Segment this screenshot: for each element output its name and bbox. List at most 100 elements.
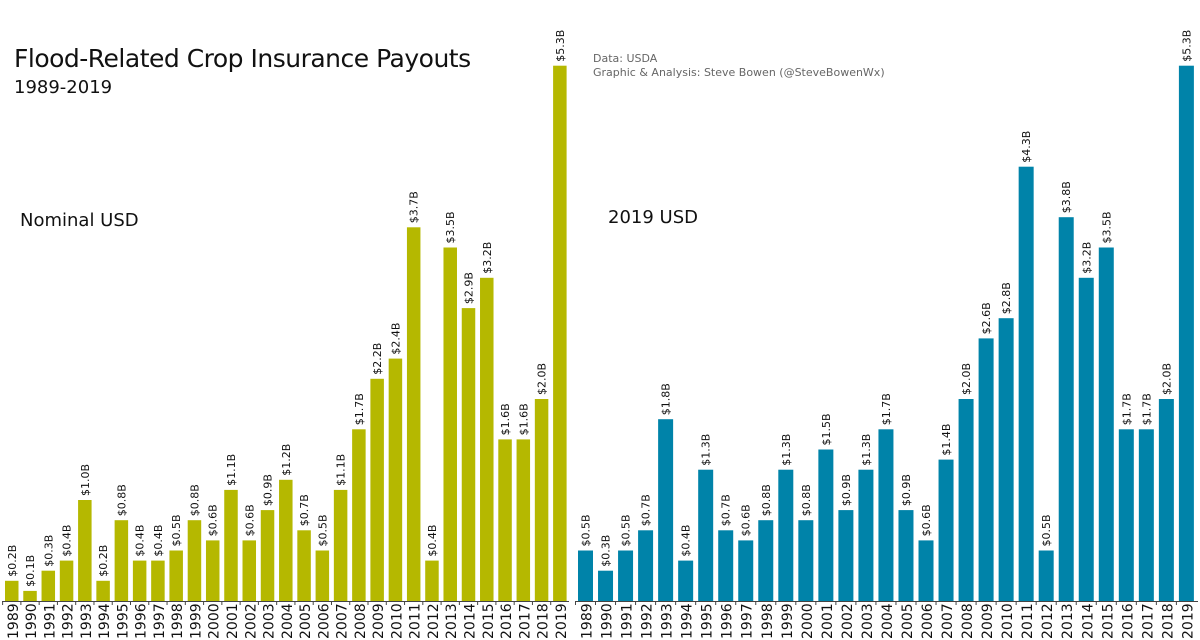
bar-2009 xyxy=(370,378,384,601)
data-label: $2.0B xyxy=(536,363,549,395)
bar-2018 xyxy=(1158,399,1174,601)
data-label: $2.8B xyxy=(1000,282,1013,314)
data-label: $0.8B xyxy=(188,484,201,516)
x-tick-label: 2003 xyxy=(262,603,278,639)
data-label: $1.6B xyxy=(517,403,530,435)
data-label: $3.5B xyxy=(444,211,457,243)
x-tick-label: 2014 xyxy=(1080,603,1096,639)
data-label: $0.8B xyxy=(760,484,773,516)
bar-1997 xyxy=(151,560,165,601)
data-label: $0.9B xyxy=(900,474,913,506)
bar-2017 xyxy=(1138,429,1154,601)
data-label: $0.3B xyxy=(600,535,613,567)
bar-2006 xyxy=(918,540,934,601)
bar-2004 xyxy=(878,429,894,601)
x-tick-label: 1992 xyxy=(61,603,77,639)
data-label: $0.5B xyxy=(1040,514,1053,546)
bar-1995 xyxy=(114,520,129,601)
data-label: $1.4B xyxy=(940,424,953,456)
bar-2003 xyxy=(858,469,874,601)
x-tick-label: 2001 xyxy=(225,603,241,639)
bar-2002 xyxy=(838,510,854,601)
x-tick-label: 2010 xyxy=(389,603,405,639)
x-tick-label: 2001 xyxy=(820,603,836,639)
x-tick-label: 2012 xyxy=(1040,603,1056,639)
bar-2019 xyxy=(1178,65,1194,601)
x-tick-label: 2016 xyxy=(1120,603,1136,639)
x-tick-label: 2007 xyxy=(335,603,351,639)
data-label: $0.4B xyxy=(134,525,147,557)
data-label: $1.7B xyxy=(1120,393,1133,425)
bar-1990 xyxy=(598,570,614,601)
bar-2005 xyxy=(297,530,311,601)
data-label: $1.7B xyxy=(353,393,366,425)
bar-2011 xyxy=(406,227,421,602)
x-tick-label: 2011 xyxy=(408,603,424,639)
bar-1994 xyxy=(678,560,694,601)
data-label: $0.9B xyxy=(840,474,853,506)
data-label: $0.6B xyxy=(243,504,256,536)
chart-subtitle: 1989-2019 xyxy=(14,77,113,98)
data-label: $0.7B xyxy=(720,494,733,526)
data-label: $1.5B xyxy=(820,413,833,445)
bar-1995 xyxy=(698,469,714,601)
x-tick-label: 2003 xyxy=(860,603,876,639)
bar-2015 xyxy=(1098,247,1114,601)
x-tick-label: 2002 xyxy=(243,603,259,639)
bar-2004 xyxy=(279,479,293,601)
x-tick-label: 2015 xyxy=(1100,603,1116,639)
data-label: $1.8B xyxy=(660,383,673,415)
bar-1998 xyxy=(169,550,183,601)
bar-2016 xyxy=(498,439,512,601)
x-tick-label: 1994 xyxy=(680,603,696,639)
x-tick-label: 2019 xyxy=(554,603,570,639)
bar-2014 xyxy=(461,308,476,601)
data-label: $1.1B xyxy=(225,454,238,486)
source-credit: Graphic & Analysis: Steve Bowen (@SteveB… xyxy=(593,66,885,79)
bar-2007 xyxy=(938,459,954,601)
x-tick-label: 2009 xyxy=(980,603,996,639)
x-tick-label: 2013 xyxy=(1060,603,1076,639)
bar-2017 xyxy=(516,439,531,601)
data-label: $0.9B xyxy=(262,474,275,506)
data-label: $4.3B xyxy=(1020,131,1033,163)
x-tick-label: 2004 xyxy=(280,603,296,639)
bar-1989 xyxy=(578,550,593,601)
data-label: $0.8B xyxy=(115,484,128,516)
x-tick-label: 2017 xyxy=(517,603,533,639)
data-label: $1.2B xyxy=(280,444,293,476)
data-label: $3.2B xyxy=(1080,242,1093,274)
x-tick-label: 1997 xyxy=(152,603,168,639)
data-label: $1.1B xyxy=(335,454,348,486)
data-label: $0.4B xyxy=(680,525,693,557)
data-label: $1.6B xyxy=(499,403,512,435)
x-tick-label: 1989 xyxy=(6,603,22,639)
bar-2010 xyxy=(388,358,403,601)
x-tick-label: 1989 xyxy=(580,603,596,639)
bar-2010 xyxy=(998,318,1014,601)
source-data: Data: USDA xyxy=(593,52,658,65)
x-tick-label: 2000 xyxy=(207,603,223,639)
data-label: $0.7B xyxy=(298,494,311,526)
x-tick-label: 2018 xyxy=(536,603,552,639)
data-label: $5.3B xyxy=(1180,30,1193,62)
data-label: $0.4B xyxy=(152,525,165,557)
real-panel-label: 2019 USD xyxy=(608,207,698,228)
bar-2007 xyxy=(333,489,348,601)
data-label: $1.7B xyxy=(1140,393,1153,425)
data-label: $2.2B xyxy=(371,343,384,375)
bar-2006 xyxy=(315,550,330,601)
x-tick-label: 2013 xyxy=(444,603,460,639)
bar-2016 xyxy=(1118,429,1134,601)
data-label: $0.4B xyxy=(61,525,74,557)
bar-1990 xyxy=(23,590,37,601)
data-label: $3.8B xyxy=(1060,181,1073,213)
bar-2013 xyxy=(1058,217,1074,601)
x-tick-label: 2012 xyxy=(426,603,442,639)
bar-1997 xyxy=(738,540,754,601)
bar-2012 xyxy=(1038,550,1054,601)
x-tick-label: 1998 xyxy=(760,603,776,639)
bar-2000 xyxy=(798,520,814,601)
data-label: $0.6B xyxy=(740,504,753,536)
